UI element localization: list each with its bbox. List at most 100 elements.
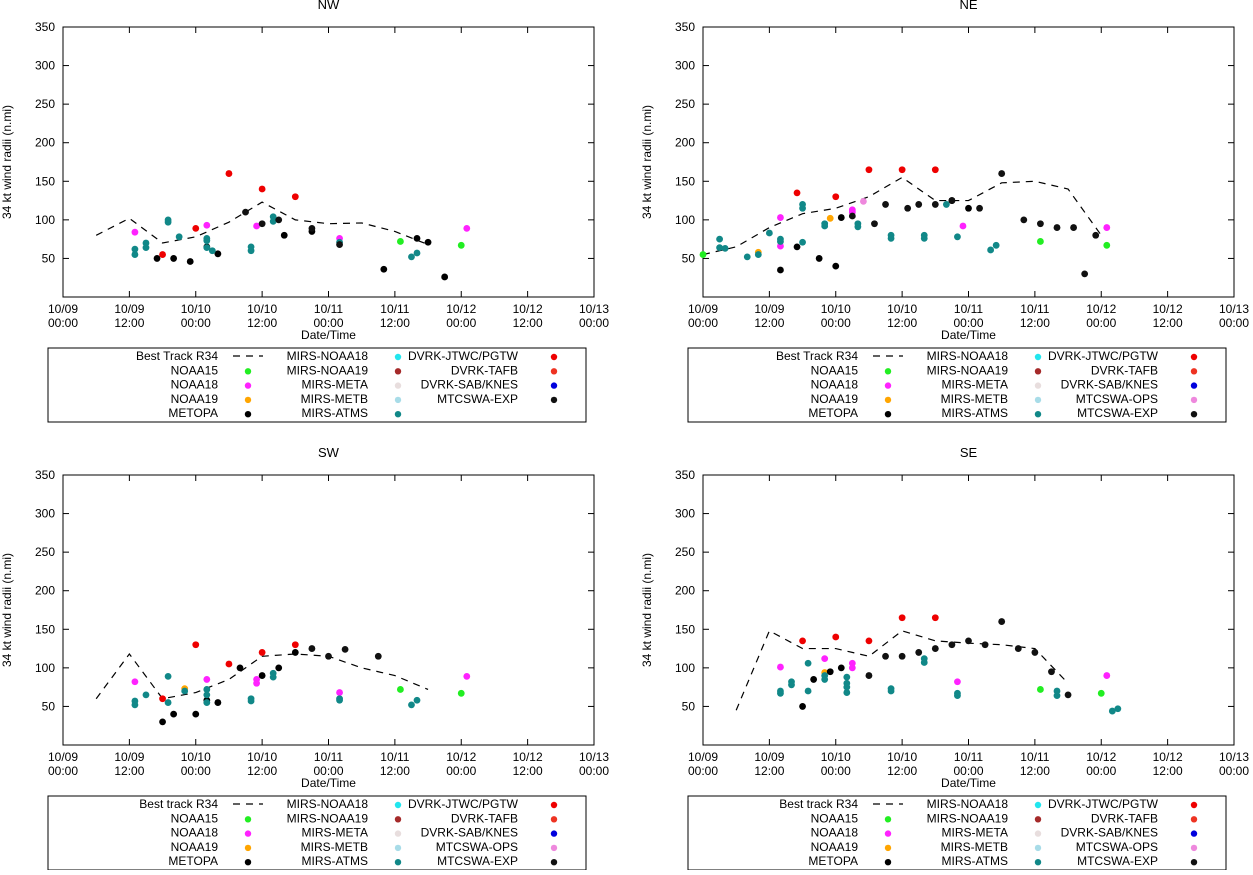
data-point [1108,707,1116,715]
legend-dot-key [394,830,402,837]
data-point [1037,686,1044,693]
legend-dot-key [244,859,252,866]
series-metopa [153,228,449,281]
legend-dot-key [244,830,252,837]
data-point [998,618,1006,625]
data-point [743,253,751,261]
x-tick-date: 10/11 [380,750,409,764]
data-point [721,245,729,252]
x-tick-time: 12:00 [1153,316,1183,330]
data-point [214,250,222,258]
data-point [898,614,906,622]
x-tick-date: 10/09 [114,302,144,316]
legend-dot-key [244,382,252,389]
legend-label: DVRK-JTWC/PGTW [408,797,519,811]
data-point [777,663,784,671]
legend-label: NOAA18 [811,378,859,392]
legend-dot-key [550,382,558,389]
data-point [976,204,983,212]
data-point [408,253,415,261]
data-point [920,659,928,666]
data-point [832,193,840,201]
legend-label: MIRS-NOAA19 [287,811,369,825]
legend-dot-key [1190,859,1198,866]
plot-frame [702,474,1235,746]
data-point [336,241,343,248]
legend-dot-key [394,844,402,852]
data-point [981,641,989,649]
legend-label: DVRK-SAB/KNES [1061,378,1158,392]
data-point [1081,270,1089,278]
y-tick-label: 300 [35,59,55,73]
data-point [810,676,818,683]
legend-dot-key [1190,396,1198,404]
legend-dot-key [1034,801,1042,809]
legend-dot-key [244,368,252,375]
x-tick-time: 00:00 [579,764,609,778]
data-point [247,247,255,255]
x-tick-date: 10/10 [821,302,851,316]
y-tick-label: 150 [675,174,695,188]
x-tick-time: 12:00 [754,764,784,778]
legend-label: MTCSWA-EXP [437,392,518,406]
data-point [987,246,995,254]
y-tick-label: 100 [35,213,55,227]
data-point [214,699,222,706]
data-point [192,641,200,649]
legend-label: MIRS-METB [941,392,1008,406]
series-dvrk-jtwc-pgtw [159,170,299,258]
data-point [336,696,343,704]
data-point [269,213,277,221]
x-tick-date: 10/12 [513,302,543,316]
data-point [225,170,233,177]
data-point [882,201,889,208]
x-tick-time: 00:00 [821,764,851,778]
data-point [699,251,707,258]
data-point [203,244,211,252]
legend-label: DVRK-JTWC/PGTW [408,349,519,363]
data-point [258,649,266,656]
data-point [258,185,266,193]
data-point [843,689,851,696]
x-tick-date: 10/09 [114,750,144,764]
data-point [1053,224,1061,231]
legend-dot-key [550,844,558,852]
data-point [1114,705,1122,713]
legend-dot-key [550,816,558,823]
legend-box [47,347,587,423]
legend-label: METOPA [808,854,858,868]
legend-label: MIRS-META [942,378,1008,392]
y-tick-label: 250 [675,97,695,111]
y-tick-label: 250 [675,545,695,559]
data-point [920,234,928,242]
data-point [258,672,266,679]
data-point [843,673,851,681]
legend-dot-key [550,368,558,375]
legend-dot-key [1034,830,1042,837]
panel-title: SE [960,445,978,460]
data-point [992,241,1000,249]
x-tick-date: 10/12 [1086,750,1116,764]
y-axis-label: 34 kt wind radii (n.mi) [640,105,654,219]
legend-box [687,347,1227,423]
data-point [837,214,845,221]
x-tick-date: 10/09 [48,750,78,764]
legend-label: MTCSWA-OPS [436,840,518,854]
series-dvrk-jtwc-pgtw [793,166,939,201]
data-point [793,243,801,251]
data-point [898,166,906,174]
data-point [291,193,299,201]
series-mtcswa-ops [860,197,867,205]
data-point [181,687,189,695]
x-tick-date: 10/13 [1219,302,1249,316]
legend-dot-key [1034,368,1042,375]
legend-label: Best Track R34 [776,349,858,363]
y-tick-label: 150 [35,622,55,636]
data-point [203,676,211,683]
legend-dot-key [394,353,402,361]
series-noaa18 [131,221,471,242]
data-point [821,655,829,662]
series-mirs-atms [777,655,1122,715]
